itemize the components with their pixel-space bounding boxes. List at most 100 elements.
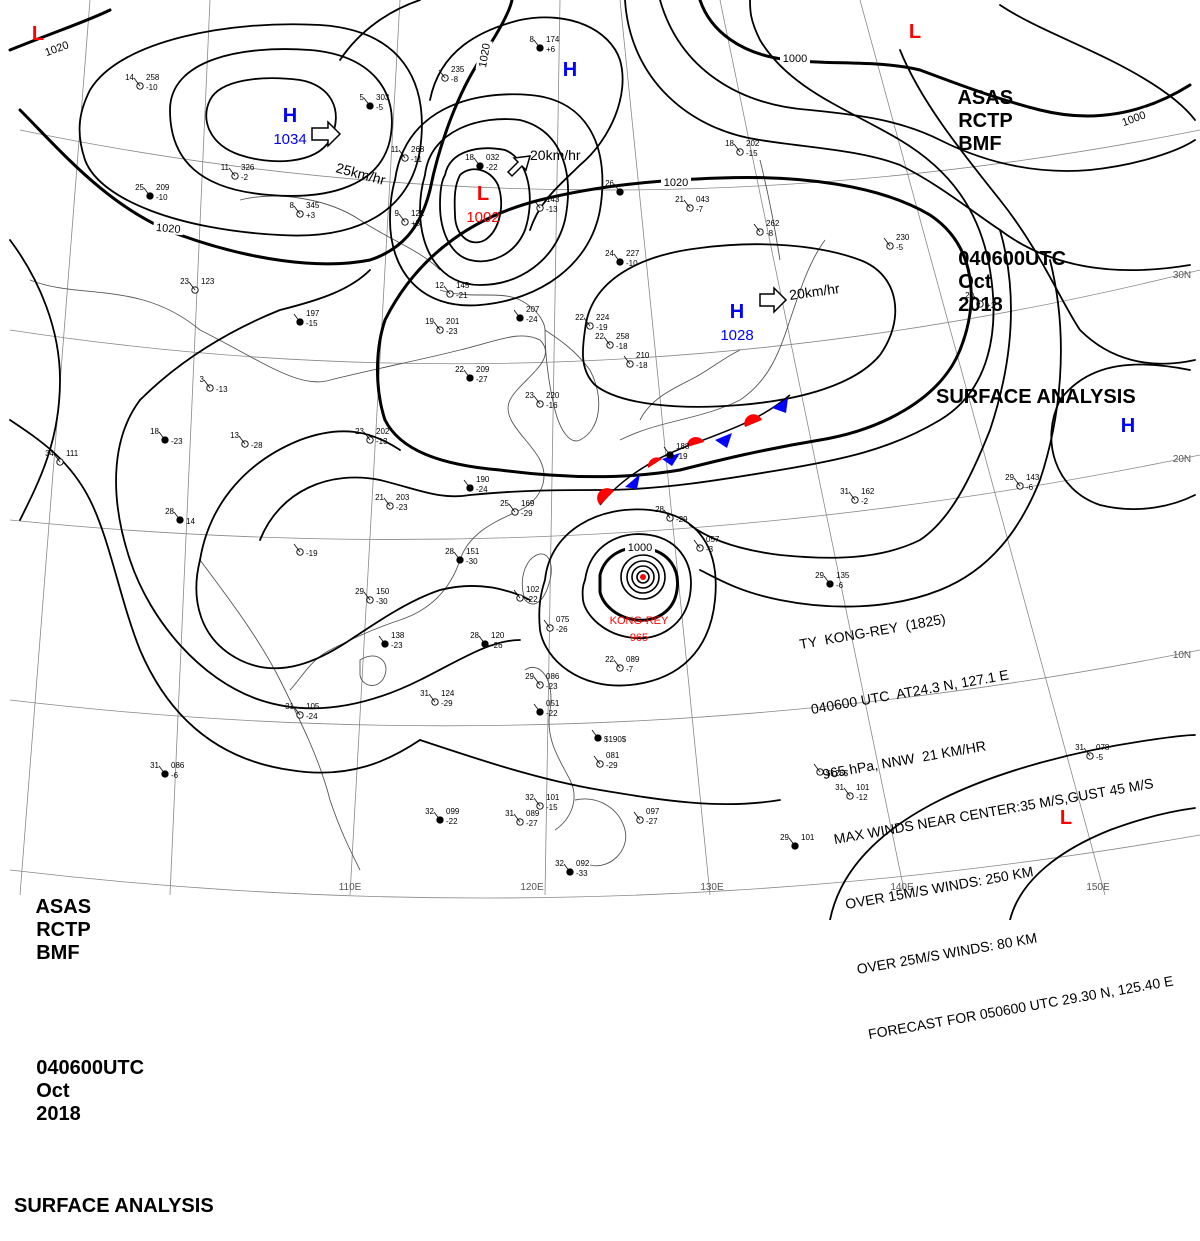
station-pressure: 092 [576, 859, 590, 868]
wind-shaft [158, 765, 166, 775]
isobar-1020-main [376, 176, 973, 479]
station-temperature: 21 [675, 195, 684, 204]
station-dewpoint: -29 [521, 509, 533, 518]
station-plot: 19 201-23 [425, 317, 460, 336]
station-plot: 057-3 [693, 535, 720, 554]
station-dewpoint: -23 [171, 437, 183, 446]
station-dewpoint: -30 [376, 597, 388, 606]
isobar-label: 1020 [477, 42, 493, 68]
station-dewpoint: -11 [411, 155, 423, 164]
station-pressure: 101 [546, 793, 560, 802]
wind-shaft [533, 676, 541, 686]
wind-shaft [363, 97, 371, 107]
station-plot: 262-8 [753, 219, 780, 238]
station-temperature: 19 [425, 317, 434, 326]
longitude-label: 140E [890, 882, 914, 893]
isobar-north-1 [429, 16, 624, 231]
latitude-label: 20N [1173, 454, 1191, 465]
station-plot: 18 202-15 [725, 139, 760, 158]
station-dewpoint: +6 [546, 45, 556, 54]
station-plot: 31 124-29 [420, 689, 455, 708]
station-plot: 188-19 [663, 442, 690, 461]
station-temperature: 31 [150, 761, 159, 770]
low-center-letter: L [909, 21, 921, 43]
station-dewpoint: -15 [306, 319, 318, 328]
header-bottom-left: ASAS RCTP BMF 040600UTC Oct 2018 SURFACE… [14, 827, 254, 1241]
station-temperature: 28 [470, 631, 479, 640]
station-plot: 138-23 [378, 631, 405, 650]
wind-shaft [591, 729, 599, 739]
typhoon-info-line-5: OVER 15M/S WINDS: 250 KM [844, 863, 1035, 913]
station-pressure: 268 [411, 145, 425, 154]
header-month: Oct [958, 271, 992, 293]
isobar-label: 1000 [783, 53, 807, 65]
station-temperature: 11 [221, 163, 230, 172]
station-pressure: 122 [411, 209, 425, 218]
station-temperature: 23 [525, 391, 534, 400]
header-line-2: 040600UTC Oct 2018 [936, 225, 1176, 340]
typhoon-info-line-6: OVER 25M/S WINDS: 80 KM [855, 929, 1039, 978]
wind-shaft [603, 336, 611, 346]
station-dewpoint: -6 [836, 581, 844, 590]
footer-line-2: 040600UTC Oct 2018 [14, 1034, 254, 1149]
station-plot: 32 099-22 [425, 807, 460, 826]
typhoon-symbol [620, 554, 666, 600]
front-cold-triangle-2 [662, 453, 680, 466]
wind-shaft [623, 355, 631, 365]
station-dewpoint: +5 [411, 219, 421, 228]
wind-shaft [883, 237, 891, 247]
station-dewpoint: -6 [1026, 483, 1034, 492]
station-dewpoint: -13 [216, 385, 228, 394]
station-pressure: 097 [646, 807, 660, 816]
station-pressure: 105 [306, 702, 320, 711]
longitude-label: 150E [1086, 882, 1110, 893]
station-dewpoint: -6 [171, 771, 179, 780]
station-temperature: 31 [835, 783, 844, 792]
typhoon-ring-3 [631, 565, 655, 589]
footer-agency: BMF [36, 942, 80, 964]
station-pressure: 326 [241, 163, 255, 172]
station-dewpoint: -16 [546, 401, 558, 410]
station-pressure: 043 [696, 195, 710, 204]
station-dewpoint: -29 [441, 699, 453, 708]
station-temperature: 23 [355, 427, 364, 436]
meridian-90e [19, 0, 91, 896]
station-pressure: 227 [626, 249, 640, 258]
station-temperature: 29 [815, 571, 824, 580]
coast-indochina [199, 559, 361, 871]
station-dewpoint: -7 [626, 665, 634, 674]
isobar-long-1 [259, 0, 995, 541]
station-plot: 3 -13 [200, 375, 229, 394]
station-plot: 14 258-10 [125, 73, 160, 92]
isobar-ne-3 [624, 0, 1191, 271]
station-pressure: 120 [491, 631, 505, 640]
wind-shaft [443, 285, 451, 295]
station-temperature: 29 [355, 587, 364, 596]
wind-shaft [1013, 477, 1021, 487]
station-pressure: 188 [676, 442, 690, 451]
station-dewpoint: -22 [486, 163, 498, 172]
longitude-label: 110E [339, 882, 362, 893]
station-pressure: 138 [391, 631, 405, 640]
header-station: RCTP [958, 110, 1013, 132]
station-plot: 29 143-6 [1005, 473, 1040, 492]
station-temperature: 28 [165, 507, 174, 516]
isobar-south [419, 739, 781, 806]
station-temperature: 14 [125, 73, 134, 82]
wind-shaft [533, 199, 541, 209]
station-temperature: 31 [285, 702, 294, 711]
isobar-far-west [9, 239, 61, 521]
wind-shaft [848, 491, 856, 501]
station-dewpoint: -22 [446, 817, 458, 826]
isobar-1000-ne-1 [698, 0, 1192, 118]
typhoon-info-line-4: MAX WINDS NEAR CENTER:35 M/S,GUST 45 M/S [832, 774, 1155, 848]
wind-shaft [753, 223, 761, 233]
station-pressure: 078 [1096, 743, 1110, 752]
footer-time: 040600UTC [36, 1057, 145, 1079]
high-center-letter: H [563, 59, 577, 81]
header-agency: BMF [958, 133, 1002, 155]
isobar-far-west-2 [9, 419, 421, 774]
station-pressure: 151 [466, 547, 480, 556]
isobar-east-long [899, 49, 1196, 365]
station-dewpoint: -23 [396, 503, 408, 512]
